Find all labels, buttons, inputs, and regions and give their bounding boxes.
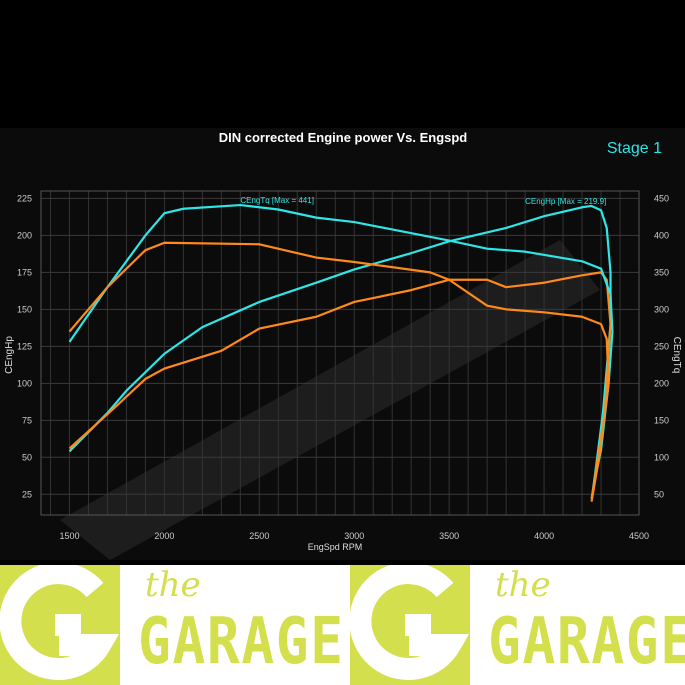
y2-tick-label: 200 — [654, 378, 669, 388]
series-line-stock-tq — [68, 241, 610, 502]
stage-badge: Stage 1 — [607, 140, 662, 157]
y-tick-label: 225 — [17, 193, 32, 203]
chart-background — [0, 128, 685, 560]
y2-tick-label: 50 — [654, 489, 664, 499]
chart-title: DIN corrected Engine power Vs. Engspd — [219, 130, 468, 145]
y-tick-label: 25 — [22, 489, 32, 499]
series-line-tuned-hp — [68, 204, 612, 488]
series-line-tuned-tq — [68, 203, 614, 488]
garage-logo: the GARAGE — [0, 565, 350, 685]
x-axis-label: EngSpd RPM — [308, 542, 363, 552]
garage-banner: the GARAGE the GARAGE — [0, 565, 685, 685]
g-logo-icon — [0, 565, 120, 685]
y2-tick-label: 350 — [654, 267, 669, 277]
max-annotation: CEngHp [Max = 219.9] — [525, 197, 606, 206]
y2-tick-label: 450 — [654, 193, 669, 203]
y-tick-label: 125 — [17, 341, 32, 351]
x-tick-label: 2500 — [249, 531, 269, 541]
x-tick-label: 4500 — [629, 531, 649, 541]
y-tick-label: 100 — [17, 378, 32, 388]
x-tick-label: 3500 — [439, 531, 459, 541]
y2-tick-label: 100 — [654, 452, 669, 462]
grid — [41, 191, 639, 515]
watermark — [60, 240, 600, 560]
x-tick-label: 2000 — [154, 531, 174, 541]
logo-garage: GARAGE — [488, 605, 685, 679]
y-axis-label: CEngHp — [4, 336, 15, 374]
logo-garage: GARAGE — [138, 605, 345, 679]
logo-the: the — [145, 565, 201, 605]
garage-logo: the GARAGE — [349, 565, 685, 685]
logo-the: the — [495, 565, 551, 605]
y-tick-label: 200 — [17, 230, 32, 240]
max-annotation: CEngTq [Max = 441] — [240, 196, 314, 205]
y-tick-label: 175 — [17, 267, 32, 277]
g-logo-icon — [349, 565, 470, 685]
y-tick-label: 150 — [17, 304, 32, 314]
y2-tick-label: 150 — [654, 415, 669, 425]
y2-tick-label: 250 — [654, 341, 669, 351]
x-tick-label: 1500 — [59, 531, 79, 541]
y2-tick-label: 400 — [654, 230, 669, 240]
y-tick-label: 75 — [22, 415, 32, 425]
dyno-chart: 1500 2000 2500 3000 3500 4000 4500 25 50 75 100 125… — [0, 128, 685, 560]
plot-frame — [40, 190, 640, 516]
y2-axis-label: CEngTq — [671, 337, 682, 374]
y-tick-label: 50 — [22, 452, 32, 462]
y2-tick-label: 300 — [654, 304, 669, 314]
x-tick-label: 3000 — [344, 531, 364, 541]
x-tick-label: 4000 — [534, 531, 554, 541]
